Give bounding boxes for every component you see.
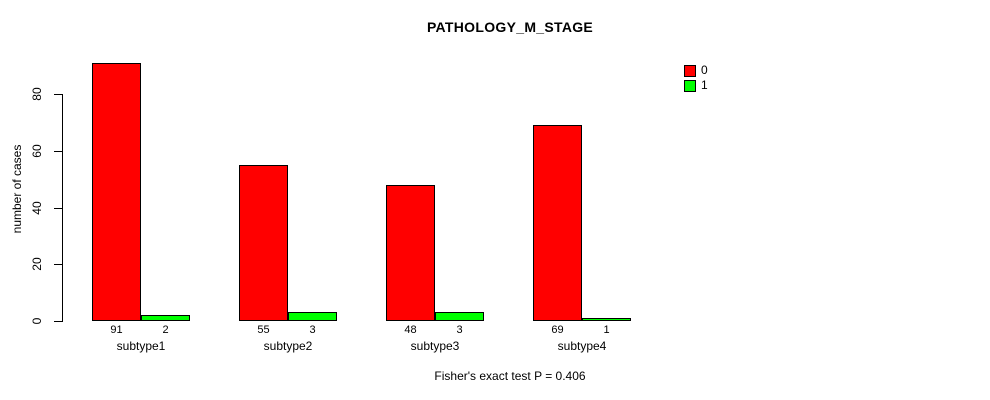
x-category-label: subtype4 [557, 339, 607, 353]
bar-1-subtype1 [141, 315, 190, 321]
y-axis-title: number of cases [10, 144, 24, 234]
bar-value-label: 3 [456, 324, 463, 336]
legend-swatch-icon [684, 79, 696, 92]
y-tick-mark [54, 151, 62, 152]
legend-item-label: 1 [701, 78, 708, 92]
statistical-test-note: Fisher's exact test P = 0.406 [434, 369, 586, 383]
legend-swatch-icon [684, 64, 696, 77]
y-tick-label: 80 [30, 87, 44, 101]
y-tick-mark [54, 321, 62, 322]
bar-0-subtype2 [239, 165, 288, 321]
bar-0-subtype1 [92, 63, 141, 321]
y-tick-mark [54, 264, 62, 265]
bar-value-label: 1 [603, 324, 610, 336]
bar-1-subtype2 [288, 312, 337, 321]
bar-value-label: 69 [551, 324, 564, 336]
legend-item-label: 0 [701, 63, 708, 77]
bar-value-label: 91 [110, 324, 123, 336]
bar-value-label: 2 [162, 324, 169, 336]
x-category-label: subtype3 [410, 339, 460, 353]
bar-0-subtype3 [386, 185, 435, 321]
y-tick-mark [54, 208, 62, 209]
x-category-label: subtype2 [263, 339, 313, 353]
bar-value-label: 55 [257, 324, 270, 336]
y-tick-label: 40 [30, 201, 44, 215]
chart-title: PATHOLOGY_M_STAGE [426, 19, 594, 35]
legend-item: 0 [684, 63, 708, 78]
bar-value-label: 48 [404, 324, 417, 336]
y-tick-label: 60 [30, 144, 44, 158]
legend-item: 1 [684, 78, 708, 93]
bar-1-subtype3 [435, 312, 484, 321]
y-tick-label: 20 [30, 257, 44, 271]
x-category-label: subtype1 [116, 339, 166, 353]
y-tick-label: 0 [30, 317, 44, 325]
bar-value-label: 3 [309, 324, 316, 336]
y-tick-mark [54, 94, 62, 95]
bar-0-subtype4 [533, 125, 582, 321]
bar-1-subtype4 [582, 318, 631, 321]
y-axis-line [62, 94, 63, 322]
